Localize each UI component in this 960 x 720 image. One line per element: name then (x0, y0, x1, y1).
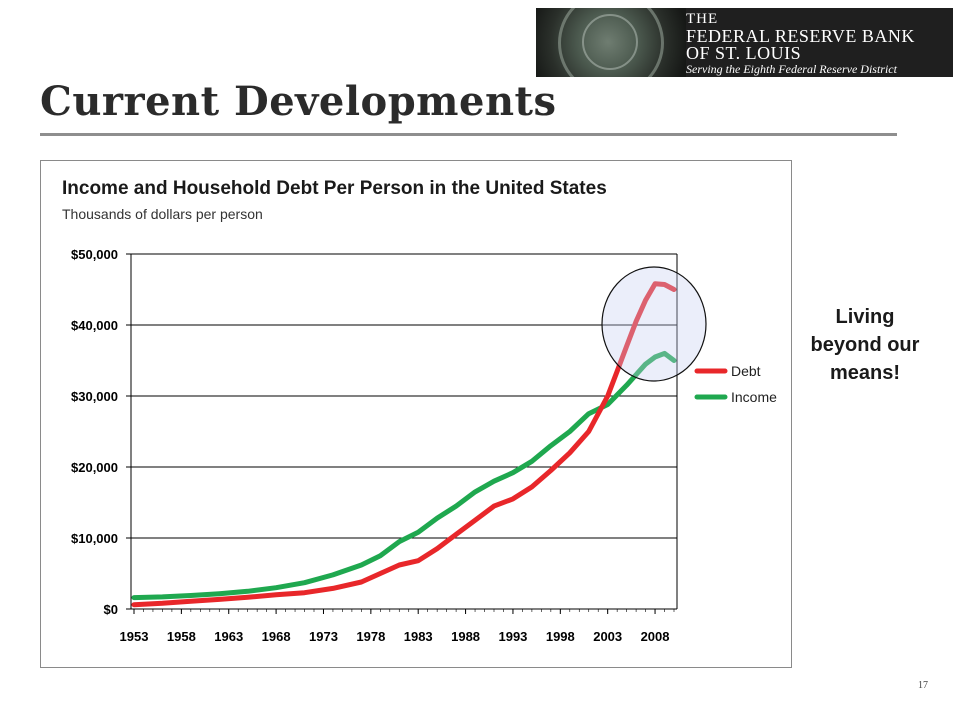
legend: Debt Income (694, 363, 777, 405)
series-line-income (131, 350, 677, 601)
logo-line-2: FEDERAL RESERVE BANK (686, 26, 915, 46)
legend-label-debt: Debt (731, 363, 761, 379)
fed-logo: THE FEDERAL RESERVE BANK OF ST. LOUIS Se… (536, 8, 953, 77)
legend-label-income: Income (731, 389, 777, 405)
x-tick-label: 1998 (546, 629, 575, 644)
series-line-debt (131, 281, 677, 608)
page-number: 17 (918, 680, 928, 691)
slide-title: Current Developments (40, 78, 557, 125)
grid-layer (131, 253, 677, 610)
note-line-3: means! (829, 362, 901, 384)
chart-frame: Income and Household Debt Per Person in … (40, 160, 792, 668)
logo-text: THE FEDERAL RESERVE BANK OF ST. LOUIS Se… (686, 11, 915, 77)
x-tick-label: 1953 (120, 629, 149, 644)
x-tick-label: 1993 (498, 629, 527, 644)
logo-line-1: THE (686, 11, 719, 27)
x-tick-label: 1983 (404, 629, 433, 644)
x-tick-label: 2008 (641, 629, 670, 644)
x-tick-label: 1968 (262, 629, 291, 644)
chart-subtitle: Thousands of dollars per person (62, 206, 263, 222)
x-tick-label: 1973 (309, 629, 338, 644)
x-tick-label: 1963 (214, 629, 243, 644)
y-tick-label: $10,000 (71, 531, 118, 546)
chart-title: Income and Household Debt Per Person in … (62, 178, 607, 199)
x-tick-label: 2003 (593, 629, 622, 644)
y-tick-label: $30,000 (71, 389, 118, 404)
title-divider (40, 133, 897, 136)
highlight-circle (601, 266, 707, 382)
axis-layer: $0 $10,000 $20,000 $30,000 $40,000 $50,000 195… (71, 247, 678, 644)
note-line-1: Living (835, 306, 895, 328)
y-tick-label: $40,000 (71, 318, 118, 333)
series-layer (131, 281, 677, 608)
living-beyond-means-note: Living beyond our means! (790, 303, 940, 387)
y-tick-label: $50,000 (71, 247, 118, 262)
debt-income-chart: Income and Household Debt Per Person in … (62, 178, 777, 644)
x-tick-label: 1958 (167, 629, 196, 644)
note-line-2: beyond our (810, 334, 920, 356)
x-tick-label: 1978 (356, 629, 385, 644)
x-tick-label: 1988 (451, 629, 480, 644)
y-tick-label: $0 (104, 602, 118, 617)
y-tick-label: $20,000 (71, 460, 118, 475)
logo-line-3: OF ST. LOUIS (686, 43, 802, 63)
logo-tagline: Serving the Eighth Federal Reserve Distr… (686, 62, 897, 76)
fed-seal-icon (536, 8, 686, 77)
